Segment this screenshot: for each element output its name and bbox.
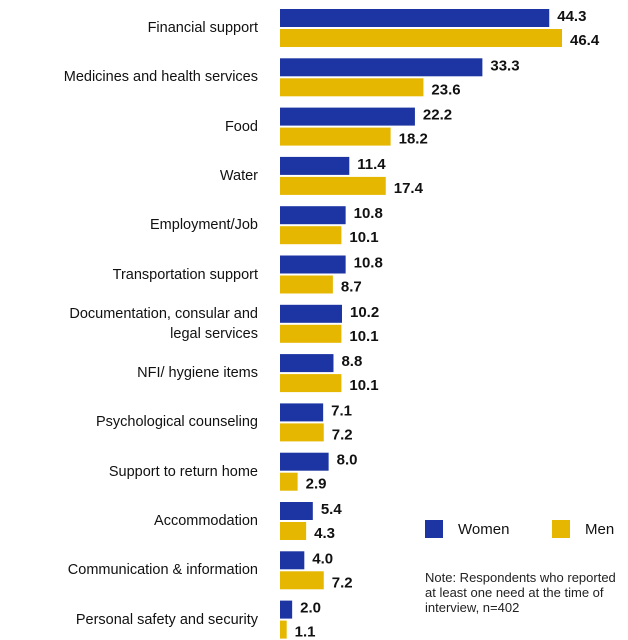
value-label: 17.4 bbox=[394, 180, 424, 197]
note: Note: Respondents who reported at least … bbox=[425, 570, 616, 615]
value-label: 10.8 bbox=[354, 205, 383, 222]
category-label: Financial support bbox=[147, 20, 258, 36]
bar bbox=[280, 571, 324, 590]
bar bbox=[280, 304, 342, 323]
bar bbox=[280, 620, 287, 639]
value-label: 46.4 bbox=[570, 32, 600, 49]
value-label: 10.1 bbox=[349, 328, 378, 345]
bar bbox=[280, 176, 386, 195]
value-label: 4.0 bbox=[312, 550, 333, 567]
value-label: 23.6 bbox=[431, 81, 460, 98]
bar bbox=[280, 226, 342, 245]
category-label: Medicines and health services bbox=[63, 69, 258, 86]
bar bbox=[280, 403, 324, 422]
bar bbox=[280, 156, 350, 175]
bar bbox=[280, 472, 298, 491]
value-label: 33.3 bbox=[490, 57, 519, 74]
category-label: Employment/Job bbox=[150, 217, 258, 234]
category-label: Support to return home bbox=[108, 463, 258, 480]
bar bbox=[280, 58, 483, 77]
value-label: 8.7 bbox=[341, 278, 362, 295]
bar bbox=[280, 600, 293, 619]
value-label: 18.2 bbox=[399, 131, 428, 148]
bar bbox=[280, 29, 562, 47]
category-label: Food bbox=[224, 118, 258, 135]
value-label: 7.2 bbox=[332, 426, 353, 443]
value-label: 7.2 bbox=[332, 574, 353, 591]
value-label: 8.8 bbox=[341, 353, 362, 370]
category-label: Personal safety and security bbox=[75, 611, 258, 628]
value-label: 8.0 bbox=[337, 452, 358, 469]
category-label: Psychological counseling bbox=[95, 414, 258, 431]
value-label: 10.1 bbox=[349, 377, 378, 394]
bar bbox=[280, 374, 342, 393]
category-label: NFI/ hygiene items bbox=[137, 365, 258, 382]
bar bbox=[280, 452, 329, 471]
bar bbox=[280, 78, 424, 97]
value-label: 4.3 bbox=[314, 525, 335, 542]
bar bbox=[280, 551, 305, 570]
value-label: 22.2 bbox=[423, 107, 452, 124]
category-label: Transportation support bbox=[112, 266, 258, 283]
bar bbox=[280, 275, 333, 294]
category-label: Accommodation bbox=[154, 513, 258, 529]
bar bbox=[280, 127, 391, 146]
bar bbox=[280, 255, 346, 274]
bar bbox=[280, 324, 342, 343]
bar bbox=[280, 502, 313, 520]
legend-swatch bbox=[425, 520, 443, 538]
bar bbox=[280, 522, 307, 540]
legend-label: Women bbox=[458, 521, 509, 538]
value-label: 10.8 bbox=[354, 254, 383, 271]
value-label: 2.9 bbox=[306, 476, 327, 493]
category-label: Documentation, consular and legal servic… bbox=[69, 305, 258, 342]
value-label: 11.4 bbox=[357, 156, 386, 173]
value-label: 10.1 bbox=[349, 229, 378, 246]
bar bbox=[280, 354, 334, 373]
value-label: 10.2 bbox=[350, 304, 379, 321]
value-label: 44.3 bbox=[557, 8, 586, 25]
legend-label: Men bbox=[585, 521, 614, 538]
bar bbox=[280, 107, 415, 126]
value-label: 5.4 bbox=[321, 501, 343, 518]
legend-swatch bbox=[552, 520, 570, 538]
bar bbox=[280, 206, 346, 225]
bar bbox=[280, 423, 324, 442]
category-label: Communication & information bbox=[67, 562, 258, 579]
value-label: 7.1 bbox=[331, 402, 352, 419]
value-label: 1.1 bbox=[295, 624, 316, 640]
bar bbox=[280, 9, 550, 27]
value-label: 2.0 bbox=[300, 600, 321, 617]
category-label: Water bbox=[219, 167, 258, 184]
